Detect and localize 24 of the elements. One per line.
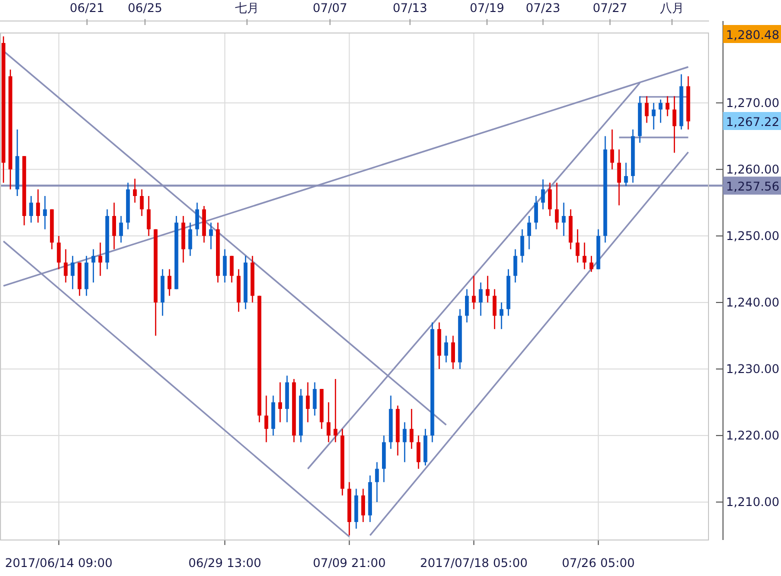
y-tick-label: 1,240.00 — [726, 295, 780, 310]
x-tick-label: 07/26 05:00 — [562, 556, 635, 570]
x-tick-label: 06/29 13:00 — [188, 556, 262, 570]
x-tick-label: 07/09 21:00 — [312, 556, 386, 570]
ref-line-label: 1,257.56 — [726, 180, 780, 194]
text: 06/21 — [70, 1, 104, 15]
text: 1,267.22 — [726, 115, 780, 129]
y-tick-label: 1,260.00 — [726, 162, 780, 176]
y-tick-label: 1,270.00 — [726, 96, 780, 110]
x-tick-label: 2017/06/14 09:00 — [5, 556, 113, 570]
y-tick-label: 1,220.00 — [726, 428, 780, 443]
text: 07/19 — [470, 1, 504, 15]
text: 07/07 — [312, 1, 348, 15]
text: 06/25 — [128, 1, 162, 15]
text: 07/27 — [592, 1, 628, 15]
text: 七月 — [235, 1, 259, 15]
text: 07/13 — [392, 1, 428, 15]
text: 1,280.48 — [726, 28, 780, 42]
y-tick-label: 1,250.00 — [726, 228, 780, 243]
text: 八月 — [660, 1, 684, 15]
y-tick-label: 1,210.00 — [726, 495, 780, 510]
x-tick-label: 2017/07/18 05:00 — [420, 556, 528, 570]
y-tick-label: 1,230.00 — [726, 362, 780, 376]
text: 07/23 — [526, 1, 560, 15]
